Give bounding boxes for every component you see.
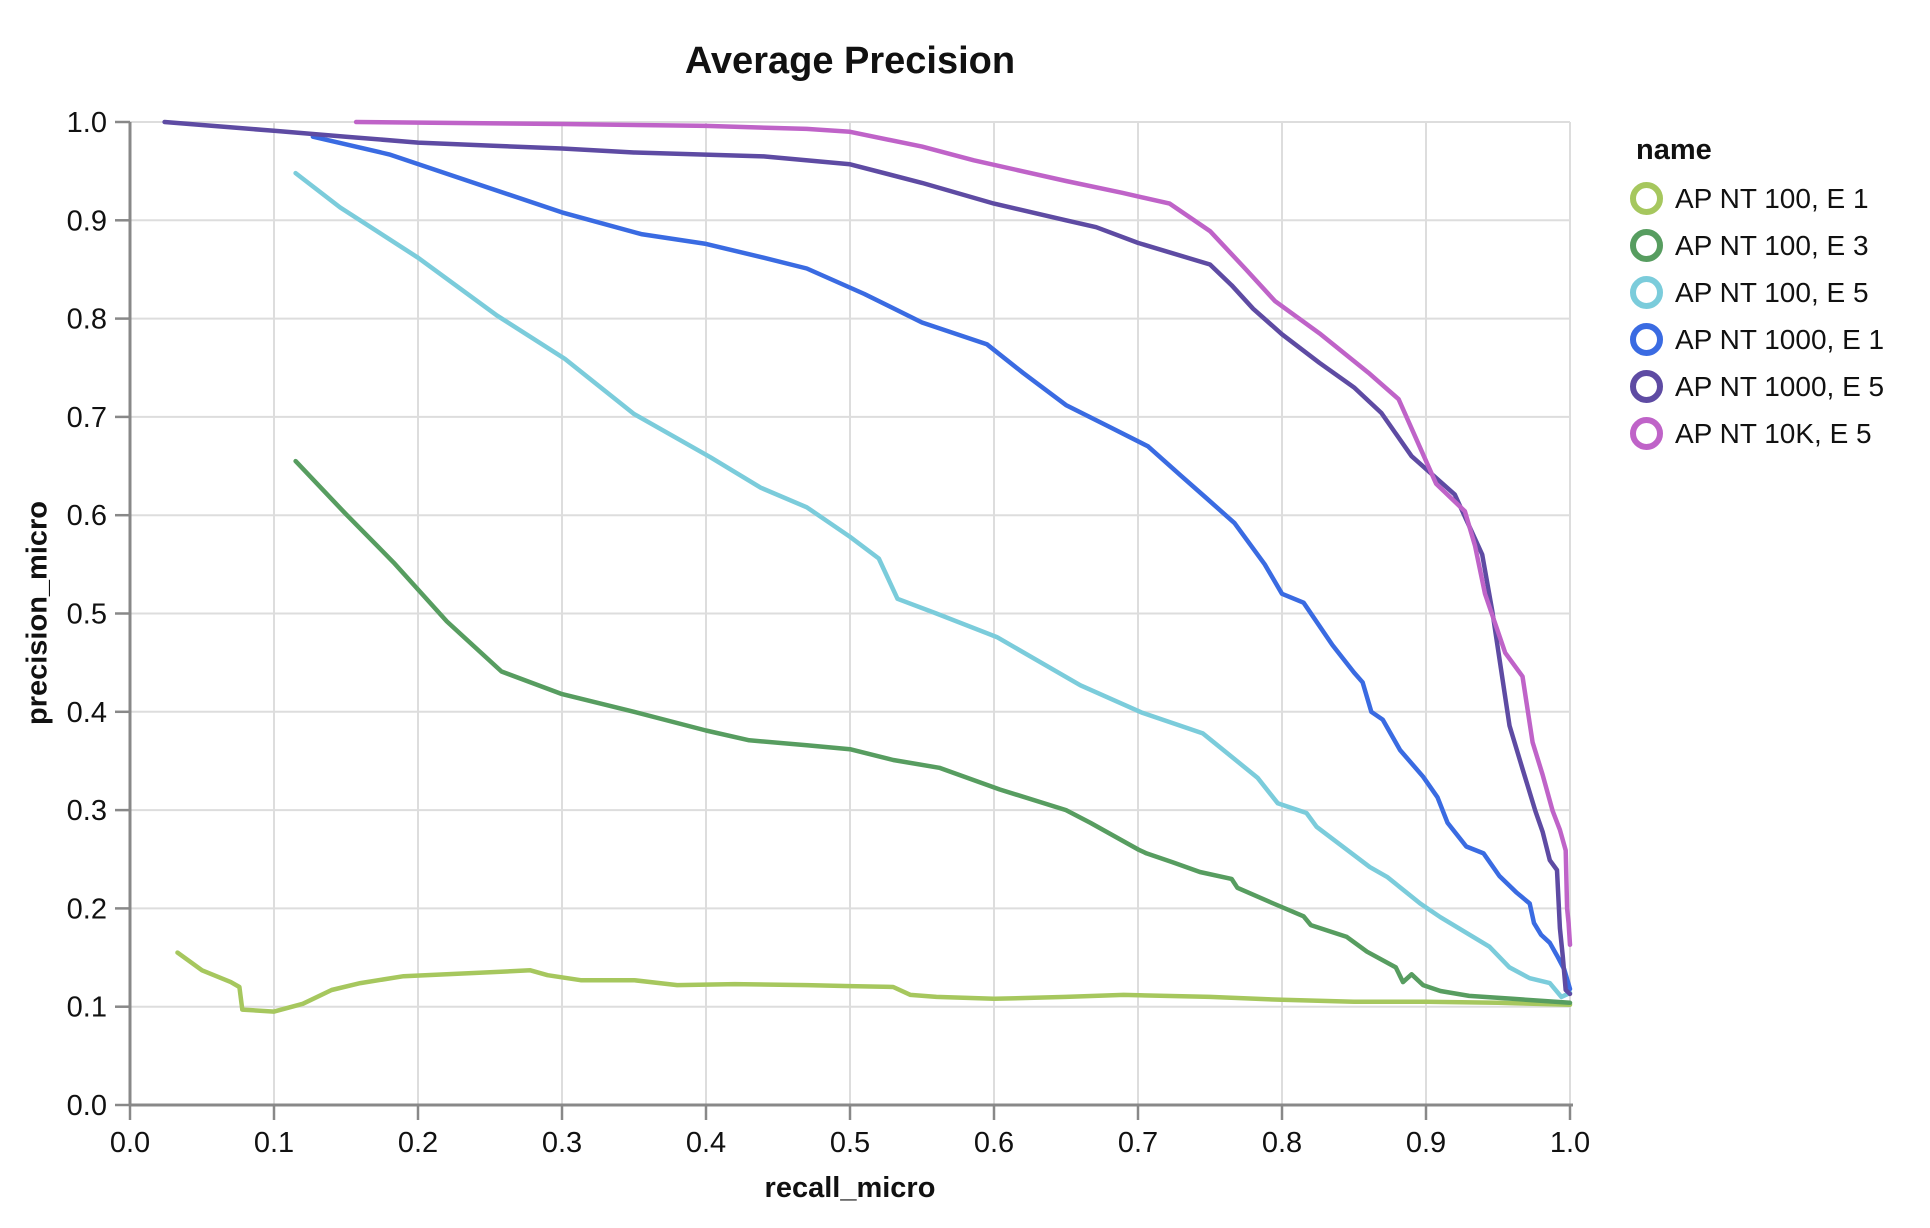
legend-label: AP NT 10K, E 5 — [1675, 417, 1872, 449]
legend-circle-icon — [1630, 370, 1663, 403]
chart-title: Average Precision — [684, 40, 1016, 82]
legend-circle-icon — [1630, 276, 1663, 309]
x-tick-label: 0.1 — [254, 1127, 294, 1159]
series-line-ap-nt-10k-e-5 — [353, 119, 1573, 948]
y-tick-label: 0.5 — [67, 599, 107, 631]
legend-label: AP NT 1000, E 1 — [1675, 323, 1885, 355]
x-axis-title: recall_micro — [764, 1172, 936, 1204]
x-tick-label: 1.0 — [1550, 1127, 1590, 1159]
series-line-ap-nt-100-e-3 — [293, 458, 1573, 1006]
x-tick-label: 0.8 — [1262, 1127, 1302, 1159]
legend-item-ap-nt-100-e-5: AP NT 100, E 5 — [1630, 269, 1884, 316]
x-tick-label: 0.9 — [1406, 1127, 1446, 1159]
legend-item-ap-nt-10k-e-5: AP NT 10K, E 5 — [1630, 410, 1884, 457]
y-tick-label: 0.9 — [67, 205, 107, 237]
y-tick-label: 0.6 — [67, 500, 107, 532]
y-tick-label: 0.1 — [67, 992, 107, 1024]
x-tick-label: 0.7 — [1118, 1127, 1158, 1159]
legend-circle-icon — [1630, 323, 1663, 356]
legend-item-ap-nt-100-e-3: AP NT 100, E 3 — [1630, 222, 1884, 269]
x-tick-label: 0.0 — [110, 1127, 150, 1159]
legend-label: AP NT 100, E 1 — [1675, 182, 1869, 214]
series-line-ap-nt-1000-e-5 — [162, 119, 1573, 997]
y-tick-label: 0.4 — [67, 697, 107, 729]
x-tick-label: 0.6 — [974, 1127, 1014, 1159]
legend-label: AP NT 100, E 5 — [1675, 276, 1869, 308]
legend-item-ap-nt-1000-e-5: AP NT 1000, E 5 — [1630, 363, 1884, 410]
y-tick-label: 0.3 — [67, 795, 107, 827]
legend-items: AP NT 100, E 1 AP NT 100, E 3 AP NT 100, E… — [1630, 175, 1884, 457]
legend-label: AP NT 100, E 3 — [1675, 229, 1869, 261]
y-tick-label: 1.0 — [67, 107, 107, 139]
y-tick-label: 0.2 — [67, 893, 107, 925]
series-line-ap-nt-100-e-5 — [293, 170, 1573, 1000]
x-tick-label: 0.5 — [830, 1127, 870, 1159]
legend-circle-icon — [1630, 229, 1663, 262]
x-tick-label: 0.3 — [542, 1127, 582, 1159]
series-line-ap-nt-1000-e-1 — [310, 134, 1573, 992]
legend-label: AP NT 1000, E 5 — [1675, 370, 1885, 402]
legend: name AP NT 100, E 1 AP NT 100, E 3 AP NT 1… — [1630, 134, 1884, 457]
x-tick-label: 0.2 — [398, 1127, 438, 1159]
y-axis-title: precision_micro — [21, 500, 54, 726]
y-tick-label: 0.0 — [67, 1090, 107, 1122]
y-tick-label: 0.7 — [67, 402, 107, 434]
legend-item-ap-nt-1000-e-1: AP NT 1000, E 1 — [1630, 316, 1884, 363]
x-tick-label: 0.4 — [686, 1127, 726, 1159]
y-tick-label: 0.8 — [67, 304, 107, 336]
legend-item-ap-nt-100-e-1: AP NT 100, E 1 — [1630, 175, 1884, 222]
legend-circle-icon — [1630, 182, 1663, 215]
legend-title: name — [1636, 134, 1712, 166]
legend-circle-icon — [1630, 417, 1663, 450]
series-line-ap-nt-100-e-1 — [175, 950, 1573, 1014]
